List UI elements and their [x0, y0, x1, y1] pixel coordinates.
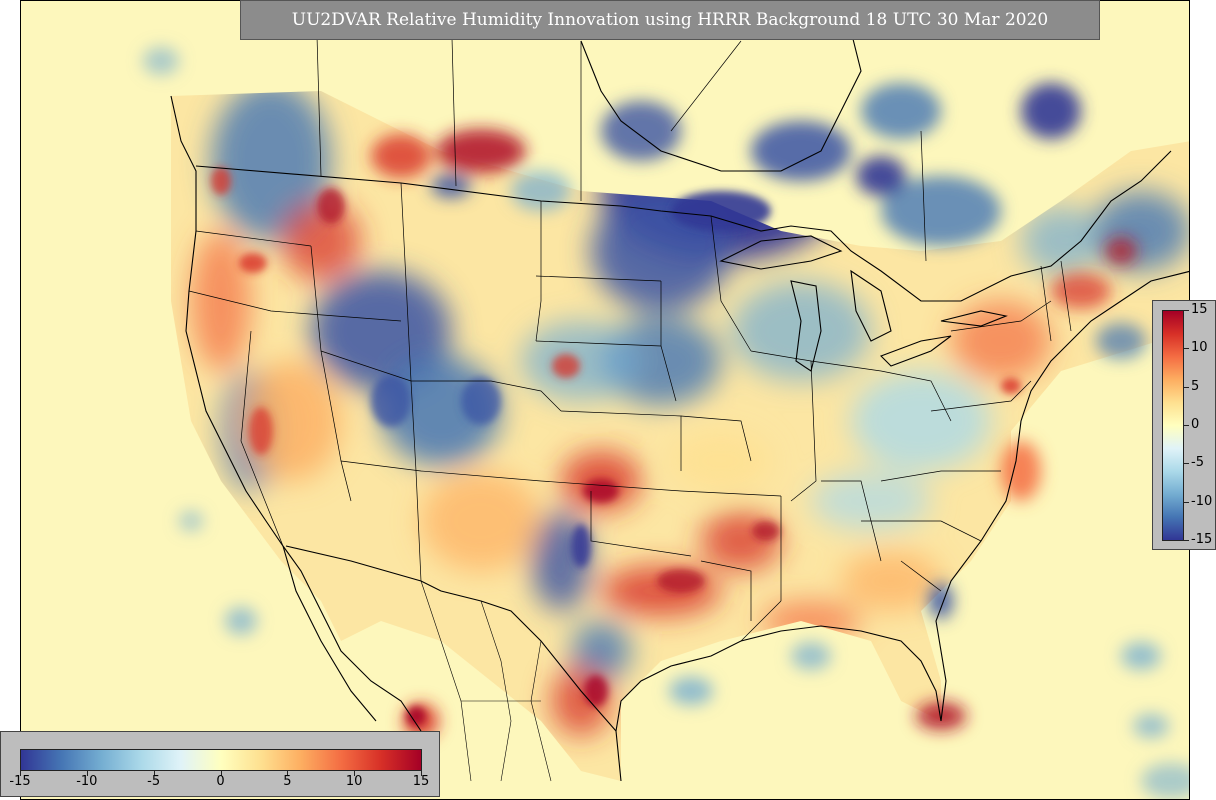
colorbar-tick	[287, 771, 289, 776]
colorbar-gradient-vertical	[1162, 310, 1184, 541]
colorbar-tick-label: 10	[1191, 340, 1208, 356]
us-canada-border	[195, 150, 1172, 302]
colorbar-tick-label: 15	[412, 774, 430, 789]
colorbar-tick	[354, 771, 356, 776]
hudson-bay-coast	[580, 30, 862, 172]
pacific-coastline	[170, 95, 422, 732]
atlantic-coastline	[935, 270, 1189, 722]
innovation-map	[21, 1, 1189, 799]
innovation-detail	[211, 167, 1021, 726]
lake-superior	[719, 235, 843, 270]
colorbar-tick	[86, 771, 88, 776]
colorbar-tick	[1184, 386, 1189, 388]
colorbar-tick-label: 5	[1191, 378, 1200, 394]
colorbar-tick-label: -5	[147, 774, 161, 789]
colorbar-tick-label: 0	[1191, 417, 1200, 432]
colorbar-tick-label: 15	[1191, 302, 1208, 317]
colorbar-tick	[1184, 540, 1189, 541]
map-title: UU2DVAR Relative Humidity Innovation usi…	[240, 0, 1100, 40]
colorbar-tick-label: 10	[345, 774, 363, 789]
colorbar-vertical: -15 -10 -5 0 5 10 15	[1152, 300, 1216, 550]
colorbar-tick	[1184, 463, 1189, 465]
colorbar-tick-label: 5	[283, 774, 292, 789]
innovation-blobs	[143, 47, 1189, 799]
colorbar-tick-label: -10	[76, 774, 98, 789]
colorbar-tick-label: -15	[1191, 532, 1213, 547]
colorbar-tick	[1184, 425, 1189, 426]
colorbar-tick	[220, 771, 222, 776]
lake-huron	[850, 269, 892, 342]
colorbar-tick-label: -5	[1191, 455, 1204, 471]
colorbar-tick	[153, 771, 155, 776]
lake-ontario	[940, 310, 1008, 327]
gulf-coastline	[615, 625, 942, 782]
colorbar-tick-label: -15	[9, 774, 31, 789]
colorbar-tick	[1184, 310, 1189, 311]
map-panel[interactable]	[20, 0, 1190, 800]
colorbar-tick-label: 0	[216, 774, 225, 789]
colorbar-tick	[1184, 348, 1189, 350]
colorbar-tick-label: -10	[1191, 493, 1213, 509]
colorbar-tick	[20, 771, 21, 776]
colorbar-tick	[421, 771, 422, 776]
colorbar-tick	[1184, 501, 1189, 503]
lake-michigan	[790, 280, 822, 372]
colorbar-gradient-horizontal	[20, 749, 422, 771]
state-borders	[188, 182, 1072, 642]
mexico-state-borders	[420, 580, 552, 782]
colorbar-horizontal: -15 -10 -5 0 5 10 15	[0, 731, 440, 797]
baja-coast	[282, 545, 377, 722]
lake-erie	[880, 335, 952, 367]
